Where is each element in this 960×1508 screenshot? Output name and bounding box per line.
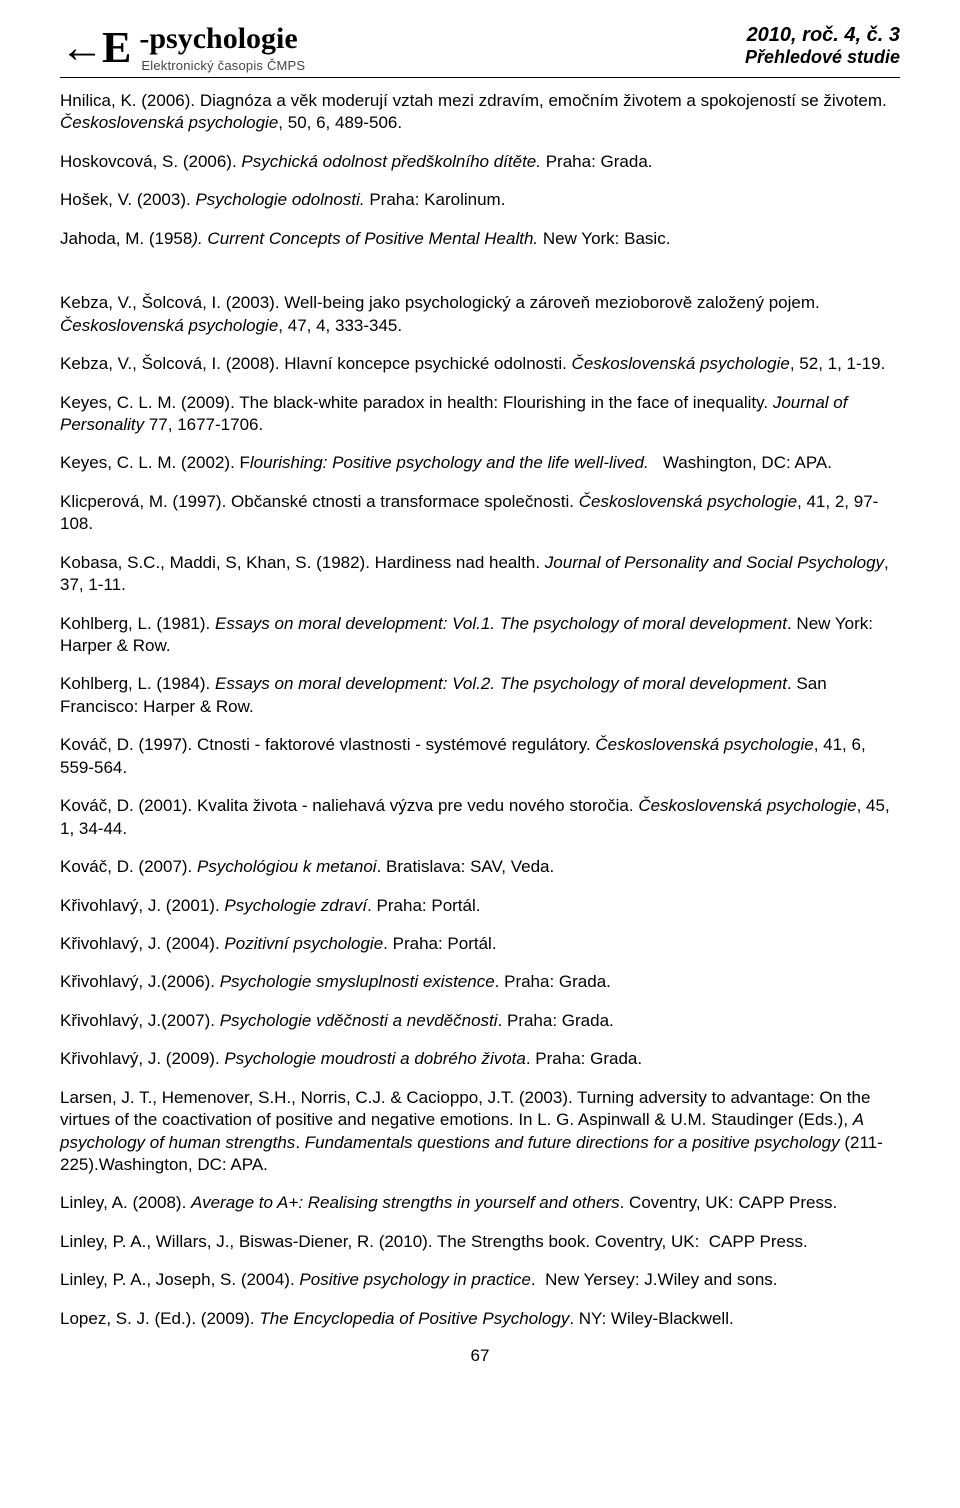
reference-entry: Linley, P. A., Joseph, S. (2004). Positi… bbox=[60, 1269, 900, 1291]
reference-entry: Hoskovcová, S. (2006). Psychická odolnos… bbox=[60, 151, 900, 173]
reference-entry: Hošek, V. (2003). Psychologie odolnosti.… bbox=[60, 189, 900, 211]
issue-line: 2010, roč. 4, č. 3 bbox=[745, 24, 900, 47]
reference-entry: Kohlberg, L. (1981). Essays on moral dev… bbox=[60, 613, 900, 658]
reference-entry: Jahoda, M. (1958). Current Concepts of P… bbox=[60, 228, 900, 250]
reference-list: Hnilica, K. (2006). Diagnóza a věk moder… bbox=[60, 90, 900, 1330]
reference-entry: Kebza, V., Šolcová, I. (2008). Hlavní ko… bbox=[60, 353, 900, 375]
reference-entry: Kebza, V., Šolcová, I. (2003). Well-bein… bbox=[60, 292, 900, 337]
reference-entry: Kováč, D. (2007). Psychológiou k metanoi… bbox=[60, 856, 900, 878]
reference-entry: Larsen, J. T., Hemenover, S.H., Norris, … bbox=[60, 1087, 900, 1177]
logo-glyph: ←E bbox=[60, 24, 129, 70]
logo-title: -psychologie bbox=[139, 24, 305, 54]
logo-subtitle: Elektronický časopis ČMPS bbox=[139, 58, 305, 73]
reference-entry: Keyes, C. L. M. (2002). Flourishing: Pos… bbox=[60, 452, 900, 474]
reference-entry: Křivohlavý, J. (2004). Pozitivní psychol… bbox=[60, 933, 900, 955]
reference-entry: Kobasa, S.C., Maddi, S, Khan, S. (1982).… bbox=[60, 552, 900, 597]
page-header: ←E -psychologie Elektronický časopis ČMP… bbox=[60, 24, 900, 78]
reference-entry: Linley, P. A., Willars, J., Biswas-Diene… bbox=[60, 1231, 900, 1253]
reference-entry: Kohlberg, L. (1984). Essays on moral dev… bbox=[60, 673, 900, 718]
logo-text-block: -psychologie Elektronický časopis ČMPS bbox=[139, 24, 305, 73]
reference-entry: Křivohlavý, J. (2001). Psychologie zdrav… bbox=[60, 895, 900, 917]
issue-block: 2010, roč. 4, č. 3 Přehledové studie bbox=[745, 24, 900, 68]
reference-entry: Keyes, C. L. M. (2009). The black-white … bbox=[60, 392, 900, 437]
reference-entry: Linley, A. (2008). Average to A+: Realis… bbox=[60, 1192, 900, 1214]
reference-entry: Kováč, D. (2001). Kvalita života - nalie… bbox=[60, 795, 900, 840]
reference-entry: Křivohlavý, J.(2007). Psychologie vděčno… bbox=[60, 1010, 900, 1032]
reference-entry: Hnilica, K. (2006). Diagnóza a věk moder… bbox=[60, 90, 900, 135]
reference-entry: Kováč, D. (1997). Ctnosti - faktorové vl… bbox=[60, 734, 900, 779]
journal-logo: ←E -psychologie Elektronický časopis ČMP… bbox=[60, 24, 305, 73]
issue-section: Přehledové studie bbox=[745, 47, 900, 68]
page-number: 67 bbox=[60, 1346, 900, 1366]
reference-entry: Klicperová, M. (1997). Občanské ctnosti … bbox=[60, 491, 900, 536]
reference-entry: Lopez, S. J. (Ed.). (2009). The Encyclop… bbox=[60, 1308, 900, 1330]
reference-entry: Křivohlavý, J.(2006). Psychologie smyslu… bbox=[60, 971, 900, 993]
reference-entry: Křivohlavý, J. (2009). Psychologie moudr… bbox=[60, 1048, 900, 1070]
